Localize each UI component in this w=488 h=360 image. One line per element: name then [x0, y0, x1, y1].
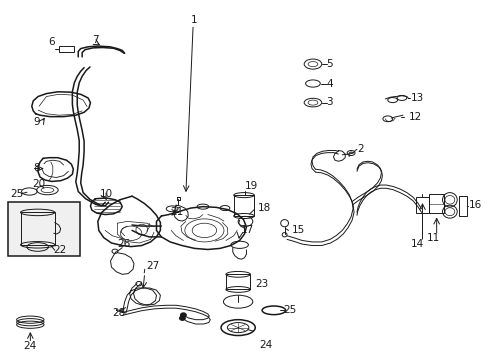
- Text: 28: 28: [112, 308, 125, 318]
- Text: 24: 24: [23, 341, 37, 351]
- Text: 17: 17: [241, 225, 254, 235]
- Text: 13: 13: [410, 93, 423, 103]
- Text: 18: 18: [257, 203, 270, 213]
- Text: 19: 19: [244, 181, 257, 191]
- Text: 20: 20: [32, 179, 45, 189]
- Text: 1: 1: [190, 15, 197, 25]
- Text: 23: 23: [255, 279, 268, 289]
- Bar: [415, 197, 428, 213]
- Ellipse shape: [179, 316, 185, 320]
- Bar: [20, 212, 55, 245]
- Text: 26: 26: [117, 239, 130, 249]
- Text: 25: 25: [283, 305, 296, 315]
- Text: 16: 16: [468, 200, 481, 210]
- Text: 24: 24: [259, 340, 272, 350]
- Text: 10: 10: [100, 189, 113, 199]
- Text: 6: 6: [48, 37, 55, 48]
- Bar: [428, 194, 443, 213]
- Bar: [233, 195, 254, 216]
- Text: 5: 5: [326, 59, 333, 69]
- Text: 4: 4: [326, 78, 333, 89]
- Text: 11: 11: [426, 233, 439, 243]
- Text: 9: 9: [33, 117, 40, 127]
- Text: 21: 21: [170, 207, 183, 217]
- Text: 22: 22: [53, 245, 66, 255]
- Bar: [225, 274, 250, 289]
- Text: 3: 3: [326, 97, 333, 107]
- Bar: [458, 196, 467, 216]
- Text: 27: 27: [146, 261, 160, 271]
- Text: 2: 2: [356, 144, 363, 154]
- Ellipse shape: [180, 313, 186, 317]
- Bar: [8, 202, 80, 256]
- Text: 15: 15: [291, 225, 304, 235]
- Text: 25: 25: [10, 189, 23, 199]
- Text: 12: 12: [408, 112, 421, 122]
- Text: 14: 14: [410, 239, 423, 249]
- Text: 8: 8: [33, 163, 40, 174]
- Bar: [59, 46, 74, 52]
- Text: 7: 7: [92, 35, 99, 45]
